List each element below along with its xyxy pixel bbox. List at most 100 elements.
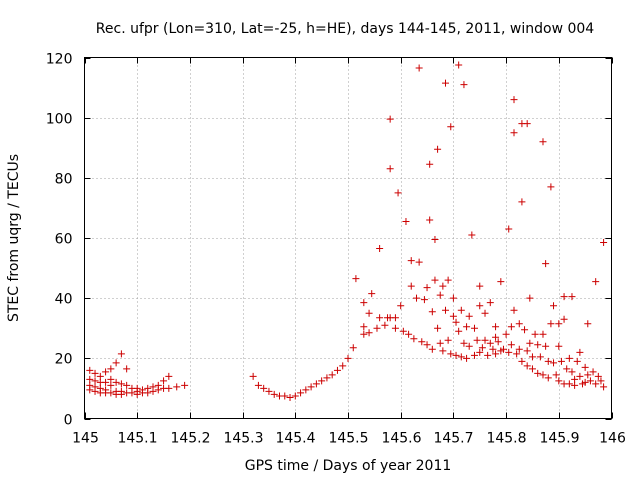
- data-point: [521, 326, 529, 334]
- data-point: [436, 291, 444, 299]
- data-point: [542, 260, 550, 268]
- data-point: [457, 353, 465, 361]
- data-point: [260, 384, 268, 392]
- data-point: [528, 365, 536, 373]
- data-point: [560, 315, 568, 323]
- data-point: [592, 380, 600, 388]
- data-point: [281, 392, 289, 400]
- data-point: [434, 324, 442, 332]
- data-point: [542, 342, 550, 350]
- data-point: [410, 335, 418, 343]
- data-point: [107, 381, 115, 389]
- x-tick-label: 145.7: [433, 431, 473, 447]
- data-point: [144, 389, 152, 397]
- data-point: [86, 375, 94, 383]
- data-point: [523, 362, 531, 370]
- data-point: [107, 365, 115, 373]
- data-point: [481, 336, 489, 344]
- y-tick-label: 60: [55, 232, 73, 248]
- data-point: [505, 225, 513, 233]
- data-point: [568, 293, 576, 301]
- data-point: [526, 339, 534, 347]
- data-point: [539, 138, 547, 146]
- data-point: [123, 365, 131, 373]
- data-point: [418, 338, 426, 346]
- data-point: [536, 353, 544, 361]
- data-point: [91, 387, 99, 395]
- data-point: [333, 366, 341, 374]
- data-point: [373, 324, 381, 332]
- data-point: [489, 345, 497, 353]
- data-point: [407, 257, 415, 265]
- data-point: [518, 198, 526, 206]
- data-point: [415, 64, 423, 72]
- data-point: [112, 359, 120, 367]
- data-point: [436, 339, 444, 347]
- data-point: [117, 380, 125, 388]
- plot-frame: [84, 57, 612, 419]
- data-point: [107, 375, 115, 383]
- y-tick-label: 20: [55, 352, 73, 368]
- data-point: [470, 324, 478, 332]
- data-point: [513, 350, 521, 358]
- data-point: [494, 338, 502, 346]
- data-point: [165, 372, 173, 380]
- data-point: [460, 81, 468, 89]
- data-point: [149, 387, 157, 395]
- data-point: [265, 387, 273, 395]
- data-point: [552, 371, 560, 379]
- data-point: [360, 323, 368, 331]
- data-point: [465, 342, 473, 350]
- data-point: [91, 369, 99, 377]
- data-point: [476, 282, 484, 290]
- data-point: [571, 375, 579, 383]
- data-point: [413, 294, 421, 302]
- data-point: [523, 347, 531, 355]
- data-point: [423, 284, 431, 292]
- data-point: [318, 377, 326, 385]
- y-axis-label: STEC from uqrg / TECUs: [6, 154, 22, 322]
- y-tick-label: 80: [55, 172, 73, 188]
- x-tick-label: 145.5: [328, 431, 368, 447]
- data-point: [515, 320, 523, 328]
- data-point: [86, 366, 94, 374]
- y-tick-label: 120: [46, 52, 73, 68]
- data-point: [510, 129, 518, 137]
- data-point: [449, 294, 457, 302]
- data-point: [576, 372, 584, 380]
- data-point: [497, 278, 505, 286]
- data-point: [431, 276, 439, 284]
- data-point: [328, 371, 336, 379]
- x-tick-label: 145.2: [170, 431, 210, 447]
- data-point: [117, 390, 125, 398]
- data-point: [507, 341, 515, 349]
- data-point: [434, 145, 442, 153]
- data-point: [402, 217, 410, 225]
- data-point: [420, 296, 428, 304]
- data-point: [86, 386, 94, 394]
- data-point: [391, 314, 399, 322]
- chart-title: Rec. ufpr (Lon=310, Lat=-25, h=HE), days…: [96, 21, 595, 37]
- data-point: [447, 123, 455, 131]
- data-point: [592, 278, 600, 286]
- data-point: [492, 333, 500, 341]
- data-point: [584, 371, 592, 379]
- data-point: [102, 368, 110, 376]
- x-tick-label: 145.8: [486, 431, 526, 447]
- data-point: [381, 321, 389, 329]
- data-point: [449, 312, 457, 320]
- data-point: [510, 306, 518, 314]
- data-point: [439, 347, 447, 355]
- data-point: [368, 290, 376, 298]
- data-point: [589, 368, 597, 376]
- data-point: [254, 381, 262, 389]
- data-point: [339, 362, 347, 370]
- data-point: [386, 115, 394, 123]
- data-point: [428, 308, 436, 316]
- data-point: [415, 258, 423, 266]
- data-point: [581, 378, 589, 386]
- data-point: [452, 351, 460, 359]
- data-point: [492, 323, 500, 331]
- data-point: [568, 368, 576, 376]
- data-point: [160, 377, 168, 385]
